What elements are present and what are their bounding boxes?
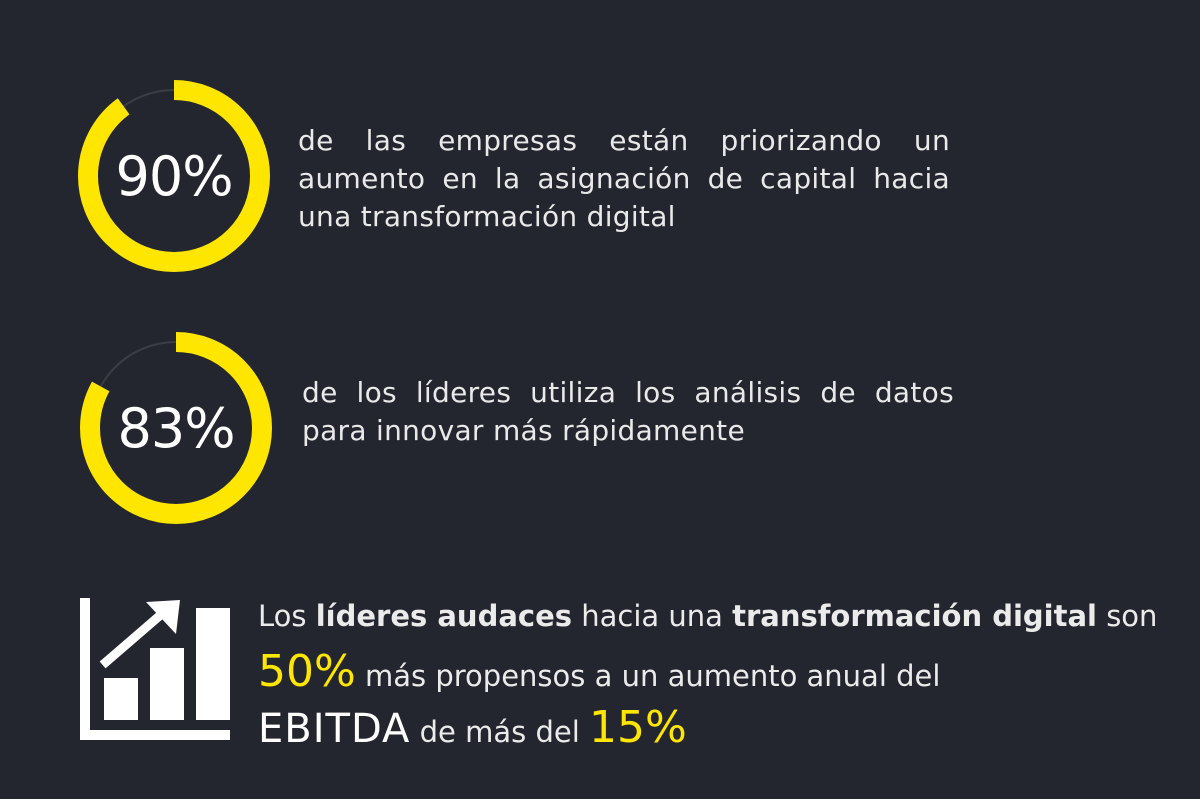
bold-phrase: líderes audaces <box>315 599 573 633</box>
bold-phrase: transformación digital <box>732 599 1097 633</box>
ring-graphic <box>78 80 270 272</box>
stat-description: de los líderes utiliza los análisis de d… <box>302 376 954 447</box>
bar-chart-growth-icon <box>80 598 230 740</box>
highlight-statement: Los líderes audaces hacia una transforma… <box>258 588 1158 756</box>
progress-ring-90: 90% <box>76 78 272 274</box>
highlight-line-1: Los líderes audaces hacia una transforma… <box>258 599 1158 633</box>
progress-ring-83: 83% <box>78 330 274 526</box>
ring-graphic <box>80 332 272 524</box>
highlight-percent-50: 50% <box>258 646 356 697</box>
stat-value: 83% <box>117 396 235 460</box>
ebitda-label: EBITDA <box>258 706 411 752</box>
ring-progress-arc <box>78 80 270 272</box>
stat-description: de las empresas están priorizando un aum… <box>298 124 950 233</box>
highlight-line-3: EBITDA de más del 15% <box>258 702 687 753</box>
ring-progress-arc <box>80 332 272 524</box>
highlight-line-2: 50% más propensos a un aumento anual del <box>258 646 941 697</box>
highlight-percent-15: 15% <box>588 702 687 753</box>
stat-value: 90% <box>115 144 233 208</box>
